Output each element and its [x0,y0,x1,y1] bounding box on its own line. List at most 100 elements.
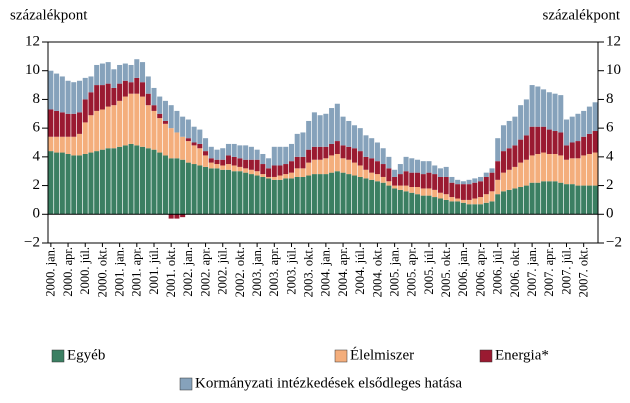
bar-segment [374,181,380,215]
bar-segment [392,188,398,215]
bar-segment [369,179,375,215]
bar-segment [117,83,123,101]
bar-segment [311,112,317,147]
bar-segment [151,87,157,106]
bar-segment [266,158,272,169]
x-tick-label: 2005. jan. [387,247,401,297]
bar-segment [586,185,592,215]
bar-segment [168,105,174,129]
bar-segment [168,214,174,219]
x-tick-label: 2000. okt. [95,247,109,297]
bar-segment [76,155,83,215]
bar-segment [231,156,237,166]
bar-segment [180,136,186,160]
bar-segment [225,143,231,156]
bar-segment [466,184,472,200]
bar-segment [197,165,203,215]
bar-segment [277,146,283,166]
bar-segment [323,113,329,147]
x-tick-label: 2002. júl. [216,247,230,295]
bar-segment [334,141,340,154]
bar-segment [59,112,65,137]
bar-segment [231,143,237,157]
bar-segment [220,169,226,215]
bar-segment [71,136,77,156]
bar-segment [466,204,472,215]
bar-segment [180,116,186,137]
bar-segment [403,156,409,172]
y-tick-label: 12 [25,33,40,49]
bar-segment [363,135,369,157]
bar-segment [65,113,71,137]
y2-tick-label: −2 [606,234,622,250]
bar-segment [495,179,501,195]
bar-segment [243,145,249,160]
bar-segment [581,155,587,186]
bar-segment [283,146,289,165]
bar-segment [140,96,146,147]
bar-segment [283,164,289,175]
bar-segment [134,77,140,94]
bar-segment [500,151,506,173]
bar-segment [569,184,575,215]
bar-segment [65,136,71,154]
bar-segment [529,126,535,156]
bar-segment [409,187,415,193]
x-tick-label: 2004. jan. [319,247,333,297]
bar-segment [541,181,547,215]
bar-segment [363,169,369,179]
bar-segment [306,120,312,150]
bar-segment [271,179,277,215]
bar-segment [329,143,335,156]
bar-segment [99,85,105,110]
bar-segment [294,176,300,215]
bar-segment [380,176,386,183]
bar-segment [180,159,186,215]
bar-segment [472,182,478,199]
bar-segment [48,136,54,152]
bar-segment [495,138,501,162]
bar-segment [317,115,323,147]
bar-segment [581,110,587,137]
bar-segment [546,129,552,154]
bar-segment [357,165,363,177]
bar-segment [340,172,346,215]
bar-segment [478,181,484,198]
bar-segment [243,172,249,215]
bar-segment [403,185,409,192]
bar-segment [455,201,461,215]
bar-segment [71,155,77,215]
bar-segment [208,162,214,169]
bar-segment [403,171,409,186]
bar-segment [248,174,254,215]
bar-segment [518,139,524,163]
bar-segment [483,202,489,215]
bar-segment [105,106,111,149]
bar-segment [455,179,461,185]
bar-segment [386,156,392,169]
bar-segment [88,152,94,215]
bar-segment [483,172,489,177]
bar-segment [546,92,552,130]
bar-segment [437,168,443,177]
bar-segment [271,165,277,177]
bar-segment [208,146,214,159]
bar-segment [151,110,157,150]
bar-segment [197,143,203,149]
bar-segment [191,126,197,143]
bar-segment [483,194,489,203]
bar-segment [122,80,128,97]
bar-segment [191,164,197,215]
bar-segment [174,158,180,215]
bar-segment [88,92,94,116]
y-tick-label: −2 [24,234,40,250]
y2-tick-label: 0 [606,206,614,222]
bar-segment [248,159,254,170]
bar-segment [397,174,403,186]
x-tick-label: 2003. jan. [250,247,264,297]
legend-swatch [51,349,65,363]
bar-segment [99,63,105,86]
y2-tick-label: 10 [606,62,621,78]
bar-segment [592,102,598,132]
bar-segment [426,195,432,215]
